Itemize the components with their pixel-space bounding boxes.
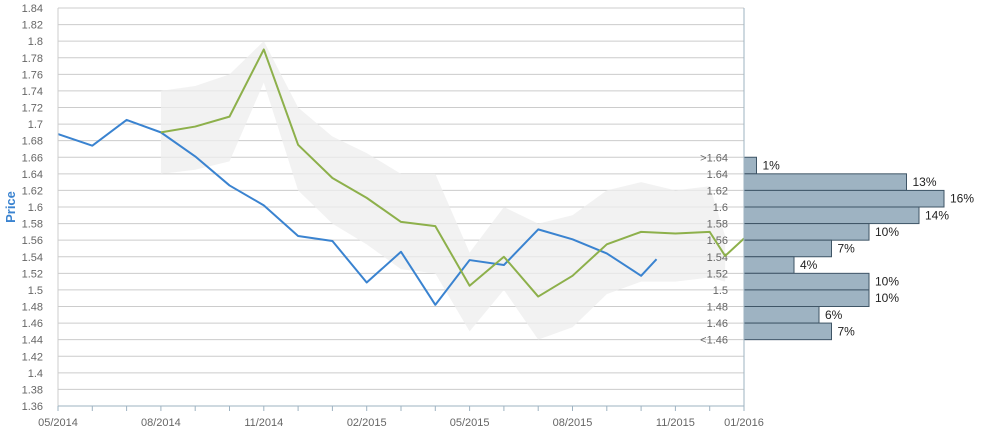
histogram-bin-label: 1.46 (707, 318, 728, 330)
y-tick-label: 1.6 (28, 202, 43, 214)
histogram-percent-label: 6% (825, 308, 843, 322)
axes: 1.36 1.38 1.4 1.42 1.44 1.46 1.48 1.5 1.52 1.54 1.… (22, 3, 764, 429)
y-tick-label: 1.74 (22, 86, 43, 98)
histogram-percent-label: 10% (875, 225, 899, 239)
histogram-bin-label: 1.64 (707, 169, 728, 181)
y-tick-label: 1.56 (22, 235, 43, 247)
histogram-bar (743, 156, 757, 175)
y-tick-label: 1.54 (22, 252, 43, 264)
series-line-2 (160, 48, 745, 298)
y-tick-label: 1.84 (22, 3, 43, 15)
x-tick-label: 05/2015 (450, 417, 490, 429)
histogram-bin-label: 1.52 (707, 268, 728, 280)
y-tick-label: 1.64 (22, 169, 43, 181)
y-tick-label: 1.82 (22, 20, 43, 32)
y-tick-label: 1.78 (22, 53, 43, 65)
y-axis-title: Price (3, 191, 18, 223)
x-tick-label: 02/2015 (347, 417, 387, 429)
histogram-percent-label: 4% (800, 258, 818, 272)
histogram-bar (743, 272, 870, 291)
histogram-bar (743, 223, 870, 241)
x-tick-label: 08/2014 (141, 417, 181, 429)
histogram-bar (743, 289, 870, 307)
y-tick-label: 1.62 (22, 185, 43, 197)
histogram-bin-label: 1.62 (707, 185, 728, 197)
histogram-percent-label: 1% (763, 159, 781, 173)
y-tick-label: 1.5 (28, 285, 43, 297)
histogram-bar (743, 173, 907, 191)
series-lines (57, 48, 745, 306)
histogram-percent-label: 14% (925, 208, 949, 222)
y-tick-label: 1.72 (22, 103, 43, 115)
histogram-percent-label: 7% (838, 324, 856, 338)
histogram-bar (743, 256, 795, 274)
y-tick-label: 1.48 (22, 302, 43, 314)
y-tick-label: 1.76 (22, 69, 43, 81)
histogram-bin-label: >1.64 (700, 152, 728, 164)
histogram-percent-label: 16% (950, 192, 974, 206)
x-tick-label: 01/2016 (724, 417, 764, 429)
histogram-percent-label: 13% (913, 175, 937, 189)
histogram-percent-label: 7% (838, 241, 856, 255)
distribution-histogram: >1.64 1% 1.64 13% 1.62 16% 1.6 14% 1.58 10% 1.56 7%… (700, 152, 974, 346)
x-tick-label: 11/2014 (244, 417, 283, 429)
y-tick-label: 1.46 (22, 318, 43, 330)
histogram-percent-label: 10% (875, 291, 899, 305)
histogram-bin-label: 1.6 (713, 202, 728, 214)
y-tick-label: 1.58 (22, 219, 43, 231)
y-tick-label: 1.66 (22, 152, 43, 164)
histogram-bin-label: <1.46 (700, 335, 728, 347)
y-tick-label: 1.38 (22, 384, 43, 396)
y-tick-label: 1.52 (22, 268, 43, 280)
x-tick-label: 05/2014 (38, 417, 78, 429)
y-tick-label: 1.36 (22, 401, 43, 413)
histogram-bar (743, 306, 820, 324)
histogram-bin-label: 1.54 (707, 252, 728, 264)
histogram-bar (743, 322, 832, 341)
histogram-bin-label: 1.56 (707, 235, 728, 247)
histogram-bin-label: 1.58 (707, 219, 728, 231)
y-tick-label: 1.4 (28, 368, 43, 380)
histogram-bin-label: 1.5 (713, 285, 728, 297)
y-tick-label: 1.68 (22, 136, 43, 148)
histogram-bar (743, 239, 832, 258)
y-tick-label: 1.8 (28, 36, 43, 48)
x-tick-label: 11/2015 (656, 417, 695, 429)
histogram-bin-label: 1.48 (707, 302, 728, 314)
y-tick-label: 1.44 (22, 335, 43, 347)
histogram-percent-label: 10% (875, 275, 899, 289)
histogram-bar (743, 206, 920, 225)
y-tick-label: 1.7 (28, 119, 43, 131)
x-tick-label: 08/2015 (553, 417, 593, 429)
y-tick-label: 1.42 (22, 351, 43, 363)
histogram-bar (743, 189, 945, 208)
